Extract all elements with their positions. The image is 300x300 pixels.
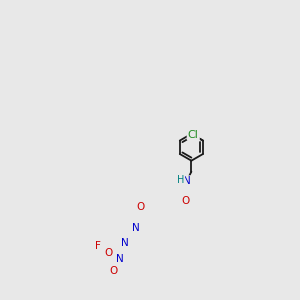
Text: O: O — [110, 266, 118, 276]
Text: N: N — [121, 238, 129, 248]
Text: N: N — [131, 223, 139, 232]
Text: N: N — [183, 176, 190, 186]
Text: O: O — [182, 196, 190, 206]
Text: Cl: Cl — [188, 130, 199, 140]
Text: F: F — [95, 242, 100, 251]
Text: H: H — [177, 175, 184, 185]
Text: N: N — [116, 254, 123, 264]
Text: O: O — [104, 248, 113, 258]
Text: O: O — [136, 202, 144, 212]
